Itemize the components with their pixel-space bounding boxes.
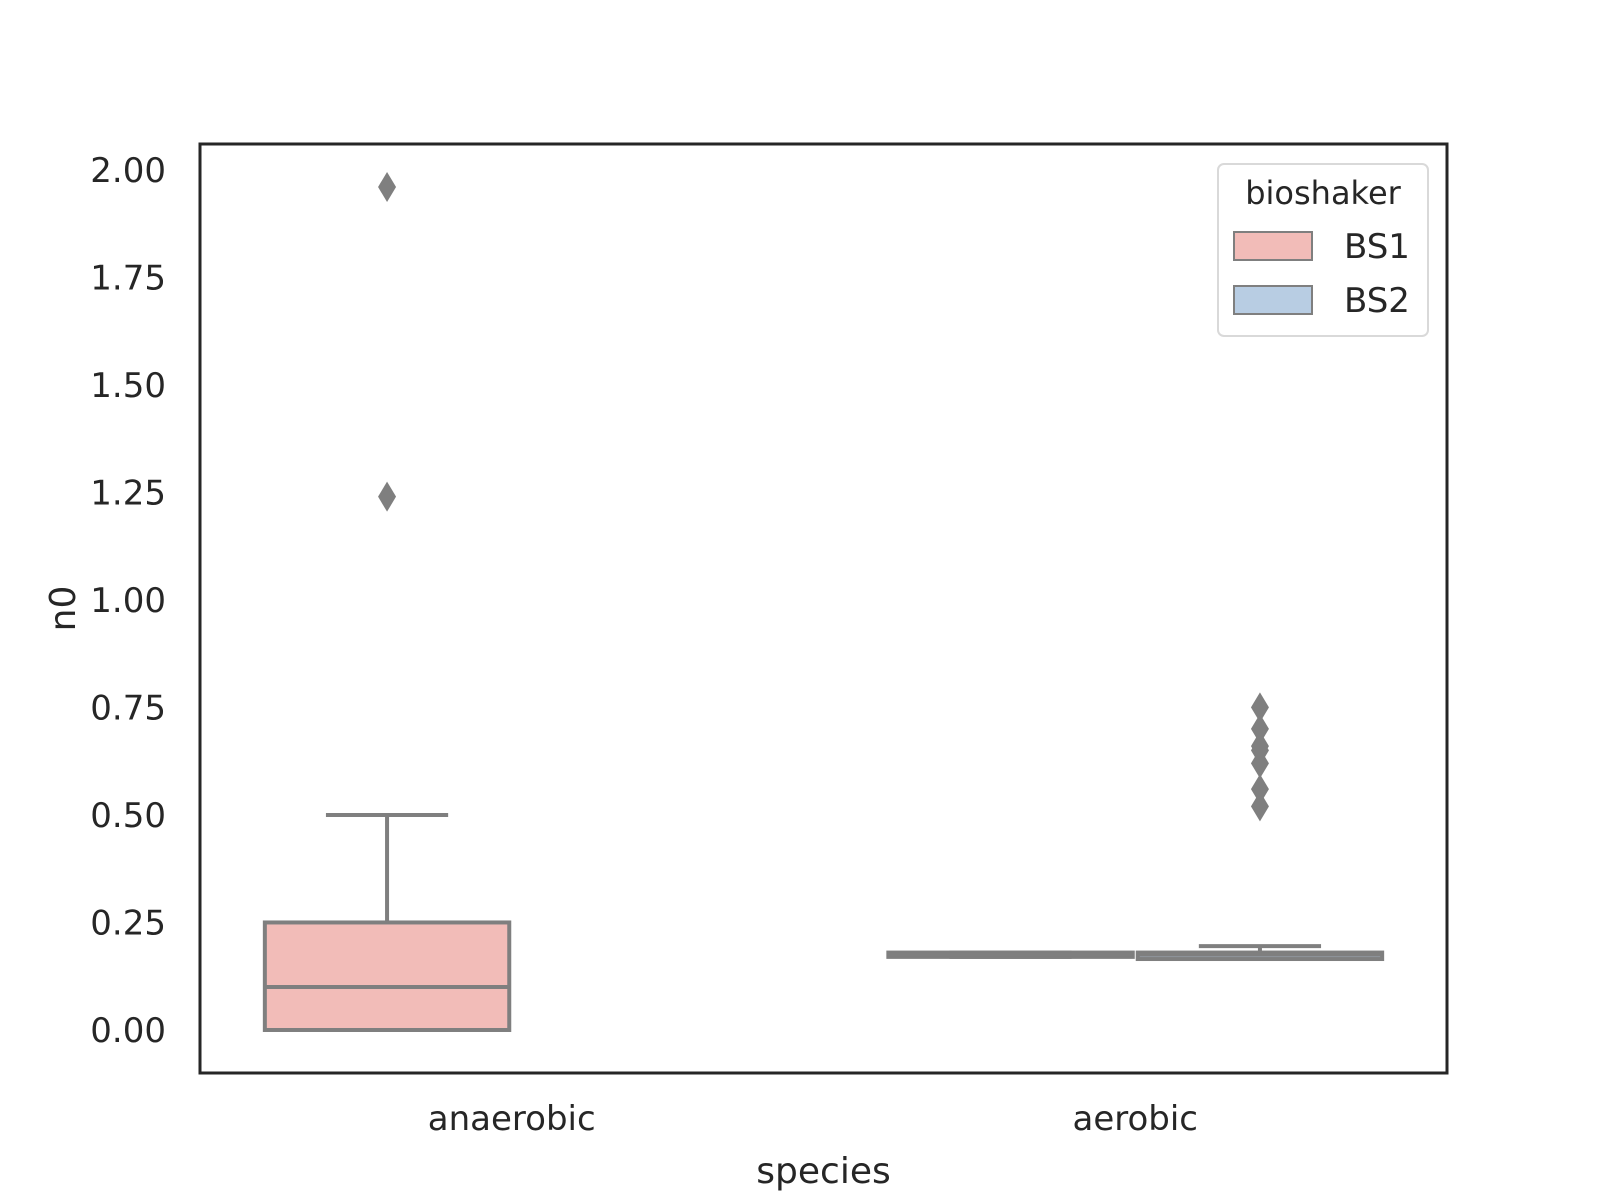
y-tick-label: 0.00 xyxy=(90,1011,166,1051)
outlier-point xyxy=(1250,731,1269,762)
y-tick-label: 0.25 xyxy=(90,903,166,943)
x-axis-label: species xyxy=(756,1151,890,1192)
plot-frame xyxy=(198,142,1449,1075)
box-BS1-anaerobic xyxy=(262,172,512,1032)
outlier-point xyxy=(1250,692,1269,723)
outlier-point xyxy=(378,481,397,512)
outlier-point xyxy=(1250,791,1269,822)
box-body xyxy=(262,920,512,1032)
outlier-point xyxy=(1250,774,1269,805)
y-tick-label: 1.50 xyxy=(90,366,166,406)
x-tick-label: aerobic xyxy=(1072,1099,1198,1139)
x-tick-label: anaerobic xyxy=(428,1099,596,1139)
x-axis-ticks: anaerobic aerobic xyxy=(428,1099,1198,1139)
y-tick-label: 1.75 xyxy=(90,258,166,298)
y-tick-label: 1.25 xyxy=(90,473,166,513)
y-tick-label: 1.00 xyxy=(90,581,166,621)
legend: bioshaker BS1 BS2 xyxy=(1217,163,1429,337)
plot-marks xyxy=(262,172,1385,1032)
y-tick-label: 2.00 xyxy=(90,151,166,191)
legend-entry-label: BS2 xyxy=(1344,281,1410,321)
outlier-point xyxy=(378,172,397,203)
y-axis-ticks: 0.00 0.25 0.50 0.75 1.00 1.25 1.50 1.75 2.00 xyxy=(90,151,166,1051)
y-axis-label: n0 xyxy=(43,586,84,632)
legend-swatch xyxy=(1233,231,1313,261)
outlier-point xyxy=(1250,713,1269,744)
y-tick-label: 0.50 xyxy=(90,796,166,836)
legend-title: bioshaker xyxy=(1245,174,1401,212)
box-BS2-aerobic xyxy=(1135,692,1385,962)
legend-swatch xyxy=(1233,285,1313,315)
y-tick-label: 0.75 xyxy=(90,688,166,728)
legend-entry-label: BS1 xyxy=(1344,227,1410,267)
box-BS1-aerobic xyxy=(886,950,1135,959)
